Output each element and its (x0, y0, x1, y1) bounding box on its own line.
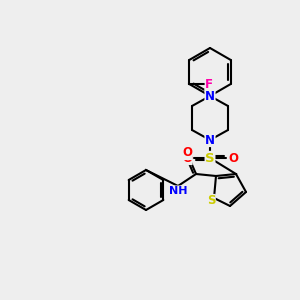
Text: O: O (228, 152, 238, 164)
Text: NH: NH (169, 186, 187, 196)
Text: O: O (182, 146, 192, 160)
Text: N: N (205, 134, 215, 146)
Text: S: S (207, 194, 215, 208)
Text: F: F (205, 77, 213, 91)
Text: O: O (182, 152, 192, 164)
Text: N: N (205, 89, 215, 103)
Text: S: S (205, 152, 215, 164)
